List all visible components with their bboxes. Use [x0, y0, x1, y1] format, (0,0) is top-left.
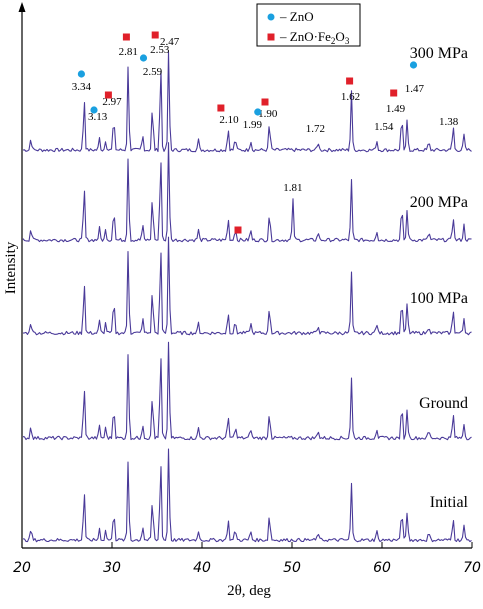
peak-label: 1.90	[258, 108, 278, 120]
peak-label: 1.47	[405, 83, 425, 95]
peak-label: 1.99	[243, 119, 263, 131]
legend-formula-sub2: 3	[345, 36, 350, 46]
legend: – ZnO – ZnO·Fe2O3	[256, 3, 361, 47]
peak-label: 2.53	[150, 44, 170, 56]
peak-label: 3.13	[88, 111, 108, 123]
trace-100-mpa	[22, 236, 472, 336]
znofe2o3-marker-icon	[390, 89, 398, 97]
znofe2o3-marker-icon	[122, 33, 130, 41]
legend-znofe2o3-square-icon	[267, 33, 275, 41]
peak-label: 1.49	[386, 103, 406, 115]
znofe2o3-marker-icon	[234, 226, 242, 234]
y-axis-title: Intensity	[3, 241, 19, 294]
series-label: 100 MPa	[410, 290, 468, 307]
phase-markers	[77, 31, 418, 234]
peak-label: 1.81	[283, 182, 302, 194]
peak-label: 3.34	[72, 81, 92, 93]
peak-label: 2.59	[143, 66, 163, 78]
znofe2o3-marker-icon	[346, 77, 354, 85]
peak-annotations: 3.34 3.13 2.97 2.81 2.59 2.532.47 2.10 1.991.90…	[72, 36, 459, 194]
series-label: 200 MPa	[410, 194, 468, 211]
x-tick-label: 70	[463, 560, 481, 576]
peak-label: 2.81	[119, 46, 138, 58]
trace-300-mpa	[22, 51, 472, 153]
xrd-traces	[22, 51, 472, 543]
x-axis-ticks: 20 30 40 50 60 70	[13, 542, 481, 576]
zno-marker-icon	[254, 108, 262, 116]
peak-label: 1.72	[306, 123, 325, 135]
znofe2o3-marker-icon	[217, 104, 225, 112]
series-label: Initial	[430, 494, 469, 511]
zno-marker-icon	[409, 61, 418, 69]
x-tick-label: 60	[373, 560, 391, 576]
peak-label: 1.54	[374, 121, 394, 133]
znofe2o3-marker-icon	[104, 91, 112, 99]
zno-marker-icon	[90, 106, 98, 114]
trace-ground	[22, 341, 472, 441]
peak-label: 2.97	[102, 96, 122, 108]
y-axis-arrow-icon	[18, 2, 26, 12]
x-tick-label: 50	[283, 560, 301, 576]
x-tick-label: 30	[103, 560, 121, 576]
trace-200-mpa	[22, 142, 472, 243]
x-tick-label: 40	[193, 560, 211, 576]
zno-marker-icon	[77, 70, 85, 78]
series-label: Ground	[419, 395, 468, 412]
znofe2o3-marker-icon	[151, 31, 159, 39]
peak-label: 2.47	[160, 36, 180, 48]
series-labels: 300 MPa 200 MPa 100 MPa Ground Initial	[410, 45, 469, 511]
legend-entry-znofe2o3: – ZnO·Fe2O3	[279, 29, 350, 46]
legend-entry-zno: – ZnO	[279, 9, 314, 24]
x-tick-label: 20	[13, 560, 31, 576]
x-axis-title: 2θ, deg	[227, 583, 271, 599]
series-label: 300 MPa	[410, 45, 468, 62]
trace-initial	[22, 448, 472, 543]
legend-formula-sub1: 2	[331, 36, 336, 46]
peak-label: 1.38	[439, 116, 459, 128]
peak-label: 2.10	[219, 114, 239, 126]
znofe2o3-marker-icon	[261, 98, 269, 106]
legend-zno-circle-icon	[267, 13, 275, 21]
legend-formula-mid: O	[335, 29, 344, 44]
zno-marker-icon	[139, 54, 148, 62]
legend-formula-main: – ZnO·Fe	[279, 29, 331, 44]
peak-label: 1.62	[341, 91, 360, 103]
